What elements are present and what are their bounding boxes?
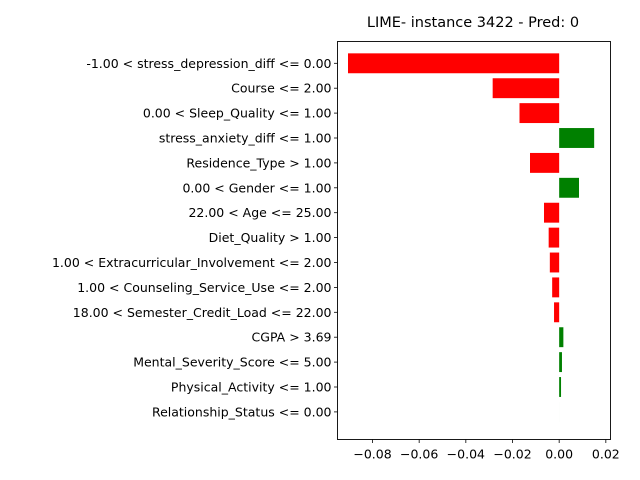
y-tick-label-9: 1.00 < Counseling_Service_Use <= 2.00: [77, 280, 331, 295]
bars-group: [348, 53, 595, 422]
x-tick-label-5: 0.02: [592, 447, 620, 462]
x-tick-label-3: −0.02: [493, 447, 531, 462]
bar-5: [559, 177, 579, 198]
y-tick-label-7: Diet_Quality > 1.00: [209, 230, 332, 245]
bar-13: [559, 377, 562, 397]
y-tick-label-0: -1.00 < stress_depression_diff <= 0.00: [86, 56, 331, 71]
plot-frame: [337, 41, 611, 440]
y-tick-label-13: Physical_Activity <= 1.00: [171, 380, 332, 395]
bar-9: [552, 277, 560, 298]
x-tick-label-0: −0.08: [353, 447, 391, 462]
y-tick-label-11: CGPA > 3.69: [252, 330, 332, 345]
y-tick-label-14: Relationship_Status <= 0.00: [152, 404, 332, 419]
bar-1: [492, 78, 560, 99]
bar-10: [554, 302, 560, 323]
bar-8: [549, 252, 560, 273]
x-tick-label-2: −0.04: [447, 447, 485, 462]
bar-12: [559, 352, 562, 373]
y-axis: -1.00 < stress_depression_diff <= 0.00 Co…: [52, 56, 338, 419]
y-tick-label-6: 22.00 < Age <= 25.00: [188, 205, 331, 220]
y-tick-label-8: 1.00 < Extracurricular_Involvement <= 2.…: [52, 255, 332, 270]
x-axis: −0.08 −0.06 −0.04 −0.02 0.00 0.02: [353, 439, 620, 462]
y-tick-label-12: Mental_Severity_Score <= 5.00: [133, 355, 331, 370]
y-tick-label-4: Residence_Type > 1.00: [186, 155, 331, 170]
y-tick-label-3: stress_anxiety_diff <= 1.00: [159, 131, 332, 146]
bar-11: [559, 327, 564, 348]
x-tick-label-1: −0.06: [400, 447, 438, 462]
bar-6: [544, 202, 560, 223]
y-tick-label-1: Course <= 2.00: [231, 81, 331, 96]
bar-7: [548, 227, 560, 248]
y-tick-label-2: 0.00 < Sleep_Quality <= 1.00: [143, 106, 332, 121]
bar-3: [559, 128, 595, 148]
bar-0: [348, 53, 560, 74]
x-tick-label-4: 0.00: [545, 447, 573, 462]
chart-title: LIME- instance 3422 - Pred: 0: [367, 15, 579, 31]
bar-2: [519, 103, 560, 124]
bar-4: [530, 152, 560, 173]
y-tick-label-10: 18.00 < Semester_Credit_Load <= 22.00: [73, 305, 332, 320]
y-tick-label-5: 0.00 < Gender <= 1.00: [182, 180, 331, 195]
